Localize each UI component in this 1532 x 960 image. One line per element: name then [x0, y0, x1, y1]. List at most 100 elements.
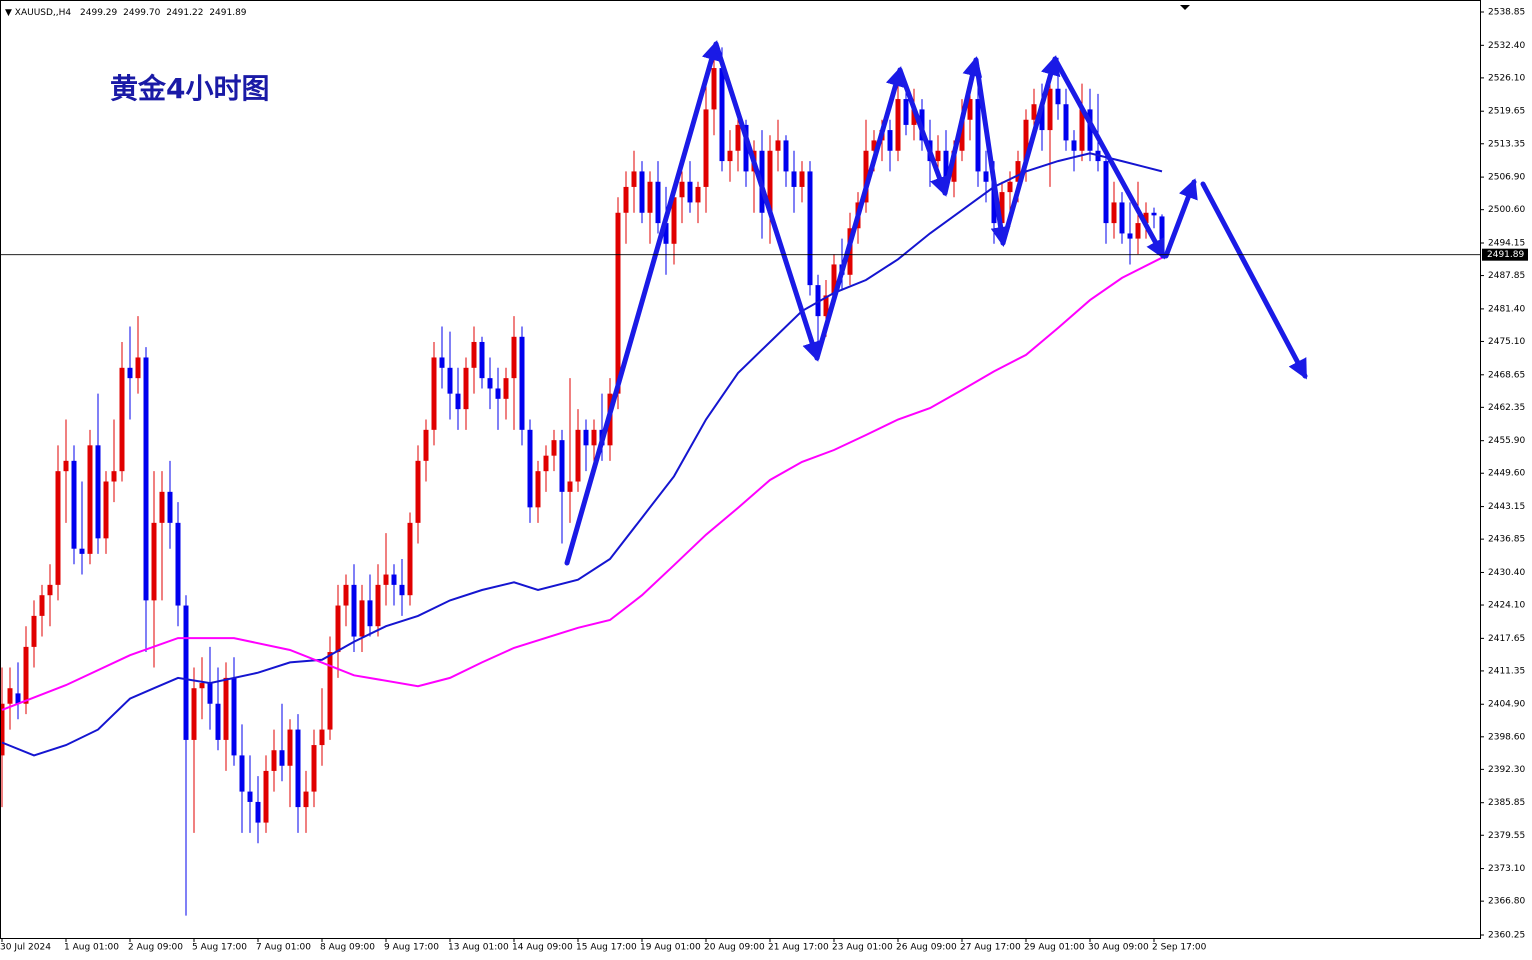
moving-average [1, 152, 1163, 757]
candle-body [31, 615, 37, 647]
arrow [814, 66, 906, 361]
candle-body [543, 455, 549, 472]
candle-body [1151, 212, 1157, 216]
candle-body [735, 124, 741, 151]
x-tick-label: 30 Jul 2024 [0, 943, 51, 953]
arrow [897, 67, 949, 197]
candle-body [327, 652, 333, 730]
candle-body [215, 703, 221, 740]
candle-body [167, 491, 173, 523]
candle-body [335, 605, 341, 653]
candle-body [711, 68, 717, 110]
x-tick-label: 5 Aug 17:00 [192, 943, 247, 953]
moving-average [1, 256, 1163, 711]
candle-body [1063, 104, 1069, 141]
candle-body [743, 124, 749, 172]
arrow [1052, 56, 1166, 260]
x-tick-label: 27 Aug 17:00 [960, 943, 1021, 953]
candle-body [0, 703, 5, 756]
candle-body [1127, 233, 1133, 239]
candle-body [1023, 119, 1029, 162]
arrow [942, 56, 983, 196]
candle-body [159, 491, 165, 523]
x-tick-label: 15 Aug 17:00 [576, 943, 637, 953]
x-tick-label: 30 Aug 09:00 [1088, 943, 1149, 953]
x-tick-label: 2 Sep 17:00 [1152, 943, 1207, 953]
y-tick-label: 2424.10 [1488, 601, 1525, 611]
candle-body [95, 445, 101, 539]
y-tick-label: 2411.35 [1488, 666, 1525, 676]
x-tick-label: 29 Aug 01:00 [1024, 943, 1085, 953]
candle-body [415, 460, 421, 523]
candle-body [1135, 223, 1141, 239]
candle-body [63, 460, 69, 472]
candle-body [319, 729, 325, 746]
candle-body [823, 295, 829, 317]
candle-body [783, 140, 789, 172]
x-tick-label: 23 Aug 01:00 [832, 943, 893, 953]
candle-body [799, 171, 805, 187]
chart-title: 黄金4小时图 [110, 72, 269, 105]
candle-body [983, 171, 989, 182]
candle-body [895, 99, 901, 151]
x-tick-label: 1 Aug 01:00 [64, 943, 119, 953]
candle-body [1119, 202, 1125, 234]
y-tick-label: 2417.65 [1488, 634, 1525, 644]
candle-body [703, 109, 709, 187]
arrow [1000, 55, 1061, 246]
x-tick-label: 26 Aug 09:00 [896, 943, 957, 953]
candle-body [503, 378, 509, 399]
shift-marker [1180, 5, 1190, 10]
arrow [713, 41, 822, 362]
y-tick-label: 2487.85 [1488, 271, 1525, 281]
candle-body [687, 181, 693, 203]
candle-body [1079, 109, 1085, 151]
plot-frame [0, 0, 1481, 939]
y-tick-label: 2526.10 [1488, 73, 1525, 83]
candle-body [111, 471, 117, 482]
candle-body [367, 600, 373, 627]
candle-body [103, 481, 109, 539]
candle-body [47, 584, 53, 596]
candle-body [951, 150, 957, 182]
candle-body [23, 646, 29, 704]
candle-body [767, 150, 773, 213]
y-tick-label: 2449.60 [1488, 469, 1525, 479]
y-tick-label: 2506.90 [1488, 173, 1525, 183]
candle-body [935, 150, 941, 162]
candle-body [191, 688, 197, 740]
ohlc-label: 2491.89 [209, 8, 246, 18]
y-tick-label: 2392.30 [1488, 765, 1525, 775]
candle-body [71, 460, 77, 549]
y-tick-label: 2385.85 [1488, 798, 1525, 808]
x-tick-label: 9 Aug 17:00 [384, 943, 439, 953]
candle-body [991, 181, 997, 224]
candle-body [623, 186, 629, 213]
candle-body [1055, 88, 1061, 105]
candle-body [279, 750, 285, 766]
candle-body [399, 584, 405, 596]
y-tick-label: 2443.15 [1488, 502, 1525, 512]
candle-body [887, 130, 893, 151]
plot-area [0, 47, 1165, 916]
x-tick-label: 8 Aug 09:00 [320, 943, 375, 953]
candle-body [631, 171, 637, 187]
ohlc-label: 2499.29 [80, 8, 117, 18]
candle-body [175, 522, 181, 606]
y-tick-label: 2532.40 [1488, 41, 1525, 51]
x-tick-label: 19 Aug 01:00 [640, 943, 701, 953]
candle-body [351, 584, 357, 637]
candle-body [439, 357, 445, 368]
candle-body [639, 171, 645, 213]
candle-body [287, 729, 293, 766]
candle-body [359, 600, 365, 637]
y-tick-label: 2398.60 [1488, 732, 1525, 742]
candle-body [303, 791, 309, 808]
header-marker: ▼ [5, 8, 15, 18]
candle-body [567, 481, 573, 492]
candle-body [871, 140, 877, 151]
candle-body [1031, 104, 1037, 120]
candle-body [271, 750, 277, 771]
